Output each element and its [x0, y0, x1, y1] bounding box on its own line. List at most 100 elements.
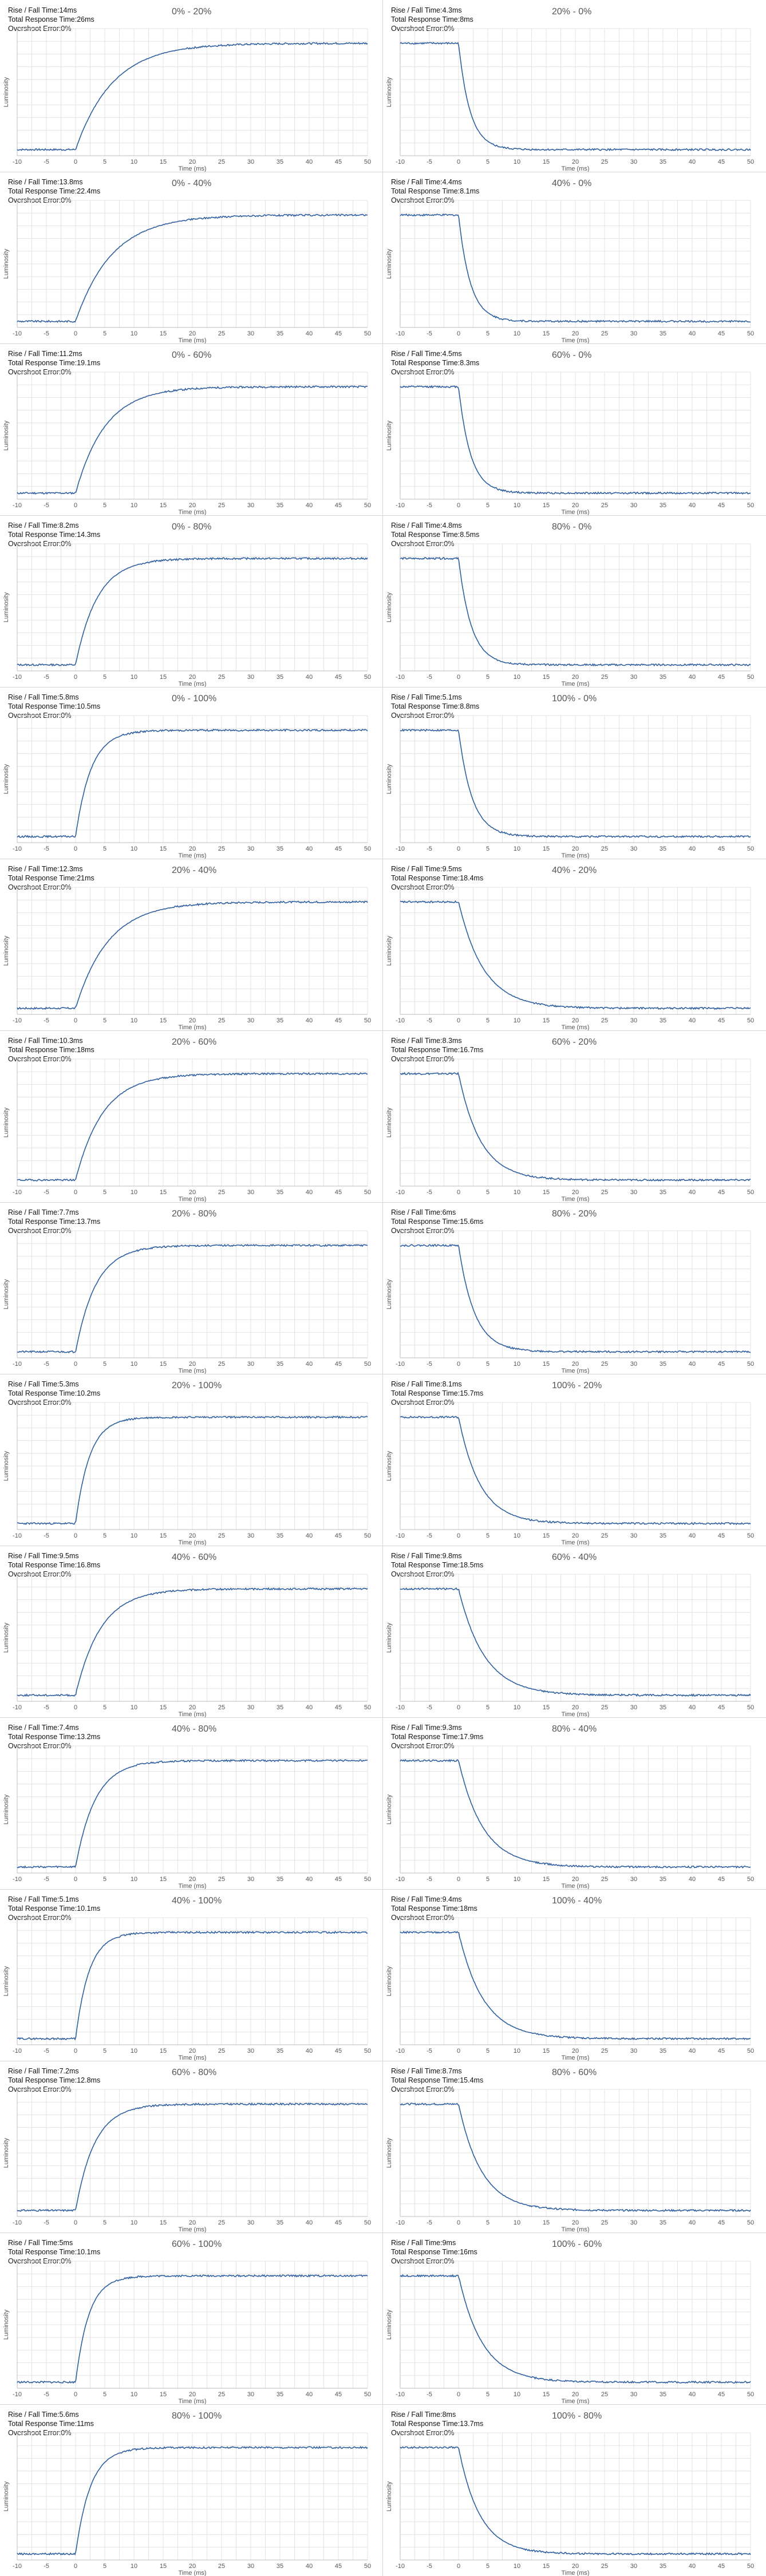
x-tick-label: 35 — [277, 1876, 283, 1883]
x-tick-label: 50 — [747, 2219, 754, 2226]
grid — [17, 2089, 368, 2217]
x-tick-label: 5 — [486, 1189, 489, 1196]
x-tick-label: 20 — [189, 2563, 196, 2570]
rise-fall-time: Rise / Fall Time:9.5ms — [8, 1552, 79, 1560]
x-tick-label: 30 — [247, 1532, 254, 1539]
x-tick-label: 20 — [572, 1189, 579, 1196]
x-tick-label: 50 — [364, 2391, 371, 2398]
luminosity-series-line — [17, 1587, 368, 1697]
grid — [400, 1917, 751, 2045]
x-tick-label: 25 — [218, 2563, 225, 2570]
x-axis-title: Time (ms) — [561, 681, 589, 688]
x-tick-label: 35 — [277, 2219, 283, 2226]
total-response-time: Total Response Time:12.8ms — [8, 2076, 101, 2084]
x-tick-label: 30 — [247, 159, 254, 165]
x-tick-label: 30 — [247, 846, 254, 852]
response-stats: Rise / Fall Time:7.4ms Total Response Tim… — [8, 1723, 100, 1751]
chart-panel: Rise / Fall Time:4.4ms Total Response Tim… — [383, 172, 766, 344]
response-stats: Rise / Fall Time:8.1ms Total Response Tim… — [391, 1380, 483, 1407]
total-response-time: Total Response Time:18ms — [391, 1905, 477, 1913]
luminosity-series-line — [400, 900, 751, 1010]
chart-panel: Rise / Fall Time:4.8ms Total Response Tim… — [383, 515, 766, 688]
x-tick-label: 45 — [718, 1361, 725, 1368]
rise-fall-time: Rise / Fall Time:4.5ms — [391, 350, 462, 358]
x-tick-label: 50 — [747, 2563, 754, 2570]
x-tick-label: 5 — [103, 1017, 106, 1024]
total-response-time: Total Response Time:14.3ms — [8, 531, 101, 539]
x-tick-label: 45 — [718, 2048, 725, 2055]
x-axis-title: Time (ms) — [561, 1539, 589, 1546]
x-tick-label: -10 — [13, 330, 22, 337]
luminosity-series-line — [400, 1243, 751, 1354]
chart-panel: Rise / Fall Time:8.1ms Total Response Tim… — [383, 1374, 766, 1546]
x-tick-label: 10 — [131, 2048, 137, 2055]
x-tick-label: 10 — [514, 330, 520, 337]
chart-title: 60% - 40% — [552, 1552, 597, 1562]
response-stats: Rise / Fall Time:5.3ms Total Response Tim… — [8, 1380, 100, 1407]
chart-panel: Rise / Fall Time:14ms Total Response Time… — [0, 0, 383, 172]
x-tick-label: 0 — [457, 1017, 460, 1024]
chart-title: 0% - 40% — [172, 179, 212, 188]
x-tick-label: 40 — [689, 330, 696, 337]
x-tick-label: 50 — [364, 1532, 371, 1539]
x-tick-label: 20 — [189, 330, 196, 337]
grid — [17, 887, 368, 1015]
luminosity-series-line — [400, 2103, 751, 2212]
x-axis-title: Time (ms) — [178, 2398, 206, 2405]
x-tick-label: 25 — [601, 1876, 608, 1883]
x-tick-label: 50 — [747, 1876, 754, 1883]
y-axis-title: Luminosity — [386, 1966, 393, 1996]
luminosity-series-line — [400, 2446, 751, 2556]
x-tick-label: 50 — [747, 1361, 754, 1368]
luminosity-series-line — [17, 2445, 368, 2556]
x-tick-label: 40 — [306, 1189, 313, 1196]
x-tick-label: 5 — [103, 1704, 106, 1711]
x-tick-label: 40 — [306, 502, 313, 509]
x-tick-label: -10 — [13, 2048, 22, 2055]
x-tick-label: 30 — [247, 2391, 254, 2398]
x-tick-label: 15 — [160, 1361, 167, 1368]
x-tick-label: 5 — [486, 1361, 489, 1368]
x-tick-label: 10 — [514, 2048, 520, 2055]
luminosity-series-line — [17, 900, 368, 1010]
x-tick-label: -5 — [44, 1532, 49, 1539]
x-tick-label: -5 — [427, 502, 432, 509]
x-tick-label: 5 — [103, 159, 106, 165]
x-tick-label: 15 — [543, 2219, 550, 2226]
x-tick-label: 0 — [74, 846, 77, 852]
x-tick-label: 45 — [335, 2219, 342, 2226]
chart-svg: -10 -5 0 5 10 15 20 25 30 35 40 45 50 Time (ms) Lumino… — [386, 372, 754, 516]
x-tick-label: 10 — [131, 2563, 137, 2570]
x-tick-label: 50 — [747, 1017, 754, 1024]
chart-title: 80% - 0% — [552, 522, 592, 532]
x-tick-label: 40 — [689, 1532, 696, 1539]
rise-fall-time: Rise / Fall Time:7.7ms — [8, 1208, 79, 1216]
y-axis-title: Luminosity — [386, 935, 393, 966]
x-tick-label: 30 — [630, 1704, 637, 1711]
x-axis-title: Time (ms) — [178, 509, 206, 516]
column-divider — [382, 0, 383, 2576]
x-tick-label: 35 — [660, 1704, 666, 1711]
x-axis-title: Time (ms) — [178, 1024, 206, 1031]
y-axis-title: Luminosity — [3, 1622, 10, 1653]
x-tick-label: 30 — [630, 1189, 637, 1196]
grid — [17, 2261, 368, 2389]
total-response-time: Total Response Time:15.4ms — [391, 2076, 484, 2084]
x-tick-label: 0 — [74, 502, 77, 509]
x-tick-label: 25 — [218, 330, 225, 337]
x-tick-label: 20 — [189, 502, 196, 509]
x-tick-label: 15 — [543, 1532, 550, 1539]
response-stats: Rise / Fall Time:5.1ms Total Response Tim… — [391, 693, 479, 720]
x-tick-label: 25 — [601, 2219, 608, 2226]
x-tick-label: 35 — [277, 1704, 283, 1711]
x-tick-label: -5 — [427, 1017, 432, 1024]
luminosity-series-line — [17, 2274, 368, 2384]
x-tick-label: 15 — [160, 2219, 167, 2226]
x-tick-label: -5 — [44, 2219, 49, 2226]
x-tick-label: 15 — [160, 1876, 167, 1883]
x-tick-label: 50 — [364, 1876, 371, 1883]
chart-panel: Rise / Fall Time:6ms Total Response Time:… — [383, 1202, 766, 1374]
total-response-time: Total Response Time:13.2ms — [8, 1733, 101, 1741]
x-tick-label: 45 — [335, 1189, 342, 1196]
